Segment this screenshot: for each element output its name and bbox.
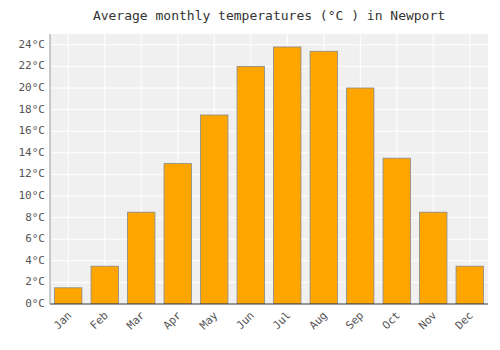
x-tick-label: Dec (453, 309, 476, 332)
y-tick-label: 12°C (19, 167, 46, 180)
y-tick-label: 4°C (25, 254, 45, 267)
grid-line-x (469, 34, 470, 304)
x-tick-label: May (197, 309, 221, 333)
x-tick-label: Jan (51, 309, 74, 332)
x-tick-label: Apr (161, 309, 185, 333)
grid-line-x (68, 34, 69, 304)
y-tick-label: 10°C (19, 189, 46, 202)
y-tick-label: 0°C (25, 297, 45, 310)
x-tick-labels: Jan Feb Mar Apr May Jun Jul Aug Sep Oct Nov Dec (51, 309, 476, 333)
grid-line-y (50, 152, 488, 153)
grid-line-y (50, 131, 488, 132)
grid-line-y (50, 44, 488, 45)
bar (274, 47, 301, 304)
bar (237, 66, 264, 304)
x-tick-label: Nov (416, 309, 440, 333)
plot-background (50, 34, 488, 304)
x-axis-line (50, 304, 488, 305)
y-tick-label: 24°C (19, 38, 46, 51)
title: Average monthly temperatures (°C ) in Ne… (93, 8, 445, 23)
x-tick-label: Jul (270, 309, 293, 332)
y-tick-label: 6°C (25, 232, 45, 245)
chart-svg: 0°C 2°C 4°C 6°C 8°C 10°C 12°C 14°C 16°C 18°C 20°C 2… (0, 0, 500, 350)
grid-line-y (50, 109, 488, 110)
y-tick-label: 20°C (19, 81, 46, 94)
grid-line-y (50, 66, 488, 67)
bar (456, 266, 483, 304)
grid-line-x (104, 34, 105, 304)
y-tick-label: 2°C (25, 275, 45, 288)
bar (310, 51, 337, 304)
x-tick-label: Feb (88, 309, 111, 332)
y-tick-label: 8°C (25, 211, 45, 224)
bar (201, 115, 228, 304)
x-tick-label: Mar (124, 309, 148, 333)
x-tick-label: Aug (307, 309, 330, 332)
chart-container: 0°C 2°C 4°C 6°C 8°C 10°C 12°C 14°C 16°C 18°C 20°C 2… (0, 0, 500, 350)
y-tick-labels: 0°C 2°C 4°C 6°C 8°C 10°C 12°C 14°C 16°C 18°C 20°C 2… (19, 38, 46, 310)
y-tick-label: 18°C (19, 103, 46, 116)
bar (55, 288, 82, 304)
grid (50, 34, 488, 304)
bar (383, 158, 410, 304)
grid-line-y (50, 196, 488, 197)
grid-line-y (50, 304, 488, 305)
bar (128, 212, 155, 304)
grid-line-y (50, 88, 488, 89)
x-tick-label: Sep (343, 309, 366, 332)
bar (164, 164, 191, 304)
grid-line-y (50, 174, 488, 175)
y-axis-line (50, 34, 51, 304)
y-tick-label: 16°C (19, 124, 46, 137)
bars (55, 47, 484, 304)
y-tick-label: 14°C (19, 146, 46, 159)
bar (420, 212, 447, 304)
y-tick-label: 22°C (19, 59, 46, 72)
x-tick-label: Jun (234, 309, 257, 332)
bar (347, 88, 374, 304)
bar (91, 266, 118, 304)
x-tick-label: Oct (380, 309, 403, 332)
